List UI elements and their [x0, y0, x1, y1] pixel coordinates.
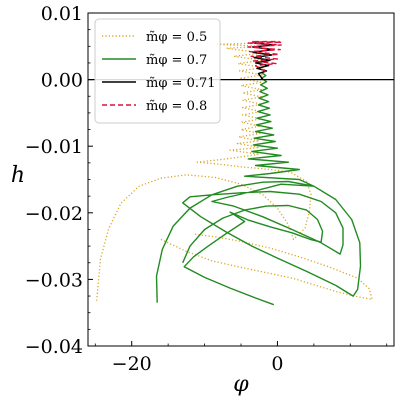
y-tick-label: 0.01: [41, 3, 83, 25]
legend-label: m̃φ = 0.5: [146, 30, 207, 45]
y-tick-label: −0.03: [25, 269, 83, 291]
series-loop-m-0-5: [160, 233, 373, 301]
x-axis-title: φ: [233, 372, 249, 397]
legend-label: m̃φ = 0.8: [146, 99, 207, 114]
x-axis: −20 0: [94, 341, 388, 375]
y-tick-label: −0.02: [25, 203, 83, 225]
series-line-m-0-7: [155, 69, 362, 303]
legend-label: m̃φ = 0.7: [146, 53, 207, 68]
x-tick-label: 0: [271, 353, 283, 375]
series-loop-m-0-7: [182, 204, 324, 306]
legend-label: m̃φ = 0.71: [146, 76, 216, 91]
y-axis: 0.01 0.00 −0.01 −0.02 −0.03 −0.04: [25, 3, 93, 358]
y-tick-label: 0.00: [41, 70, 83, 92]
y-axis-title: h: [11, 163, 25, 188]
y-tick-label: −0.04: [25, 336, 83, 358]
series-line-m-0-5: [96, 42, 312, 301]
legend-box: [94, 18, 221, 124]
x-tick-label: −20: [112, 353, 152, 375]
y-tick-label: −0.01: [25, 136, 83, 158]
legend: m̃φ = 0.5 m̃φ = 0.7 m̃φ = 0.71 m̃φ = 0.8: [94, 18, 221, 124]
series-line-m-0-8: [246, 40, 283, 73]
